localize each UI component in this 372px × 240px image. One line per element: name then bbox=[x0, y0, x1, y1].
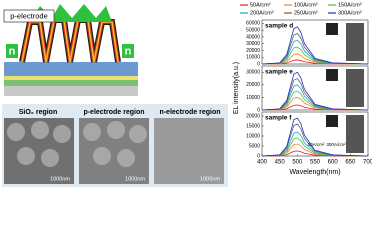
spectrum-line bbox=[261, 123, 369, 157]
plot-frame bbox=[261, 19, 369, 65]
x-tick-label: 450 bbox=[275, 160, 286, 166]
layer bbox=[4, 76, 138, 80]
spectrum-line bbox=[261, 137, 369, 157]
y-tick-label: 40000 bbox=[246, 34, 260, 40]
spectrum-line bbox=[261, 39, 369, 65]
y-tick-label: 20000 bbox=[246, 48, 260, 54]
schematic-label: n bbox=[9, 45, 16, 57]
spectrum-line bbox=[261, 46, 369, 65]
figure: p-electrode n n SiO₂ region p-electrode … bbox=[2, 2, 372, 187]
n-electrode bbox=[6, 44, 18, 58]
x-axis-label: Wavelength(nm) bbox=[289, 169, 340, 176]
spectrum-line bbox=[261, 97, 369, 111]
sem-image bbox=[154, 118, 224, 184]
legend-label: 300A/cm² bbox=[338, 10, 362, 16]
scale-bar-label: 1000nm bbox=[125, 176, 145, 182]
spectrum-line bbox=[261, 33, 369, 65]
y-tick-label: 0 bbox=[257, 61, 260, 67]
y-tick-label: 50000 bbox=[246, 27, 260, 33]
schematic-label: n bbox=[125, 45, 132, 57]
spectrum-line bbox=[261, 90, 369, 111]
spectrum-line bbox=[261, 26, 369, 65]
x-tick-label: 550 bbox=[310, 160, 321, 166]
y-tick-label: 20000 bbox=[246, 113, 260, 119]
n-electrode bbox=[122, 44, 134, 58]
inset-photo bbox=[346, 69, 364, 107]
scale-bar-label: 1000nm bbox=[50, 176, 70, 182]
annotation: 300A/cm² bbox=[326, 142, 346, 147]
x-tick-label: 650 bbox=[345, 160, 356, 166]
page: p-electrode n n SiO₂ region p-electrode … bbox=[2, 2, 372, 187]
sem-panels: SiO₂ region p-electrode region n-electro… bbox=[2, 104, 228, 187]
inset-photo bbox=[326, 69, 338, 81]
x-tick-label: 600 bbox=[328, 160, 339, 166]
x-tick-label: 700 bbox=[363, 160, 372, 166]
legend-label: 150A/cm² bbox=[338, 2, 362, 8]
spectrum-line bbox=[261, 131, 369, 157]
sem-label: p-electrode region bbox=[83, 109, 144, 116]
spectrum-line bbox=[261, 104, 369, 111]
substrate bbox=[4, 86, 138, 96]
y-tick-label: 60000 bbox=[246, 21, 260, 27]
inset-photo bbox=[326, 115, 338, 127]
y-tick-label: 10000 bbox=[246, 55, 260, 61]
y-tick-label: 0 bbox=[257, 153, 260, 159]
legend-label: 200A/cm² bbox=[250, 10, 274, 16]
legend-label: 50A/cm² bbox=[250, 2, 271, 8]
buffer-layer bbox=[4, 80, 138, 86]
spectrum-line bbox=[261, 53, 369, 65]
y-tick-label: 30000 bbox=[246, 41, 260, 47]
legend-label: 250A/cm² bbox=[294, 10, 318, 16]
label-box bbox=[3, 9, 55, 23]
sem-label: SiO₂ region bbox=[19, 109, 58, 116]
spectrum-line bbox=[261, 84, 369, 111]
annotation: 50A/cm² bbox=[308, 142, 325, 147]
plot-frame bbox=[261, 65, 369, 111]
scale-bar-label: 1000nm bbox=[200, 176, 220, 182]
x-tick-label: 500 bbox=[292, 160, 303, 166]
y-tick-label: 10000 bbox=[246, 95, 260, 101]
spectrum-line bbox=[261, 143, 369, 157]
legend-label: 100A/cm² bbox=[294, 2, 318, 8]
y-tick-label: 15000 bbox=[246, 123, 260, 129]
spectrum-line bbox=[261, 59, 369, 65]
panel-title: sample e bbox=[265, 69, 293, 76]
sem-texture bbox=[7, 121, 147, 167]
device-schematic: p-electrode n n bbox=[3, 4, 138, 96]
spectrum-line bbox=[261, 150, 369, 157]
y-tick-label: 30000 bbox=[246, 70, 260, 76]
y-tick-label: 0 bbox=[257, 107, 260, 113]
inset-photo bbox=[346, 115, 364, 153]
y-tick-label: 20000 bbox=[246, 82, 260, 88]
spectrum-line bbox=[261, 117, 369, 157]
schematic-label: p-electrode bbox=[10, 11, 48, 20]
panel-title: sample d bbox=[265, 23, 293, 30]
spectrum-line bbox=[261, 71, 369, 111]
x-tick-label: 400 bbox=[257, 160, 268, 166]
y-tick-label: 5000 bbox=[249, 143, 260, 149]
panel-title: sample f bbox=[265, 115, 292, 122]
sem-label: n-electrode region bbox=[159, 109, 220, 116]
inset-photo bbox=[326, 23, 338, 35]
y-tick-label: 10000 bbox=[246, 133, 260, 139]
spectrum-line bbox=[261, 78, 369, 111]
y-axis-label: EL intensity(a.u.) bbox=[233, 62, 240, 114]
inset-photo bbox=[346, 23, 364, 61]
n-gan bbox=[4, 62, 138, 76]
